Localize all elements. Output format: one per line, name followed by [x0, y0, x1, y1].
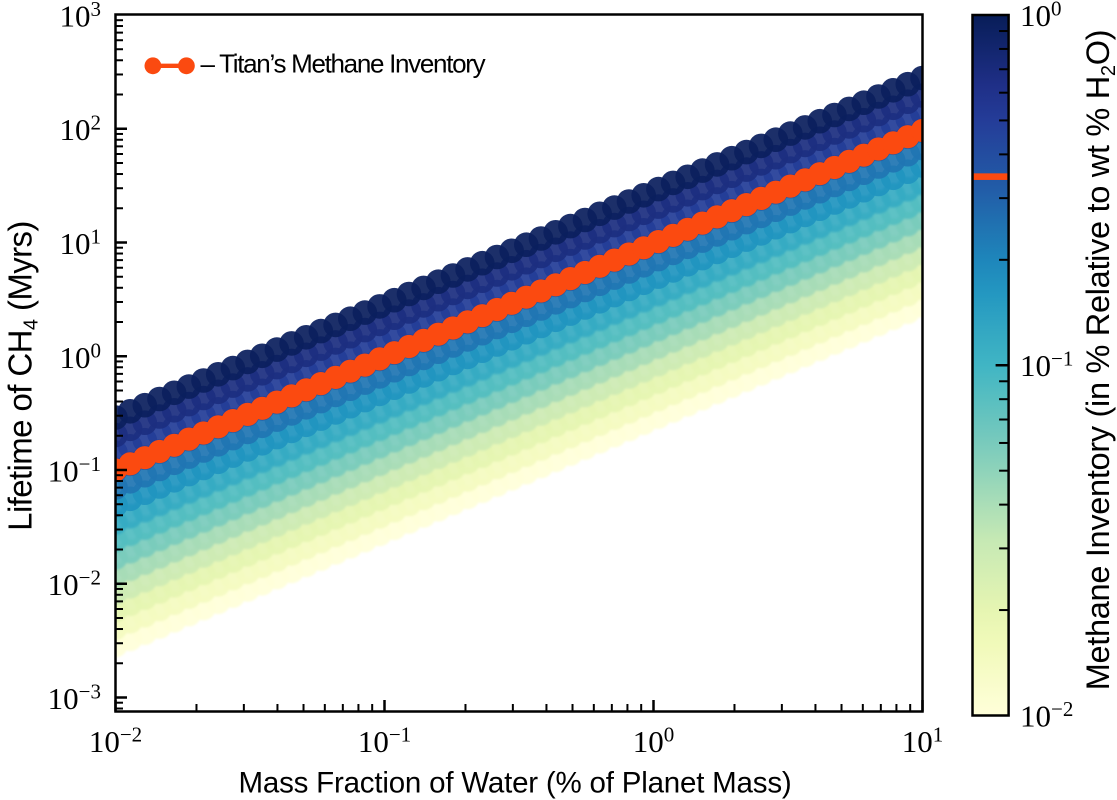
svg-text:100: 100 [633, 723, 675, 760]
svg-text:10−2: 10−2 [89, 723, 142, 760]
svg-text:10−2: 10−2 [1020, 697, 1073, 734]
svg-text:Lifetime of CH4 (Myrs): Lifetime of CH4 (Myrs) [2, 221, 43, 531]
svg-text:Methane Inventory (in % Relati: Methane Inventory (in % Relative to wt %… [1080, 30, 1117, 691]
svg-text:101: 101 [902, 723, 944, 760]
svg-text:10−1: 10−1 [358, 723, 411, 760]
svg-text:– Titan’s Methane Inventory: – Titan’s Methane Inventory [201, 49, 486, 79]
svg-text:10−1: 10−1 [48, 452, 101, 489]
svg-text:100: 100 [1020, 0, 1062, 33]
svg-text:Mass Fraction of Water (% of P: Mass Fraction of Water (% of Planet Mass… [238, 767, 791, 800]
